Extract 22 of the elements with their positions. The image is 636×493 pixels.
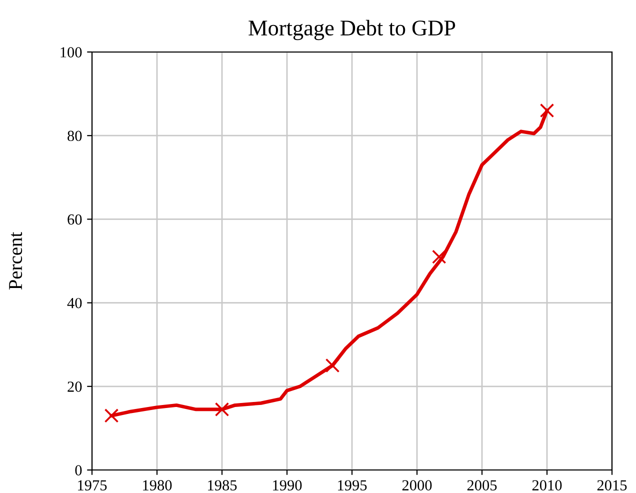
x-tick-label: 1980: [143, 480, 172, 490]
y-tick-label: 0: [75, 465, 82, 476]
x-tick-label: 2010: [532, 480, 562, 490]
x-tick-label: 1995: [338, 480, 367, 490]
y-tick-label: 20: [68, 382, 82, 392]
x-tick-label: 2000: [402, 480, 432, 490]
y-tick-label: 80: [68, 130, 82, 142]
x-tick-label: 2015: [597, 480, 627, 490]
chart-title: Mortgage Debt to GDP: [248, 20, 456, 40]
point: [214, 402, 230, 417]
y-tick-label: 60: [68, 214, 82, 225]
point: [104, 408, 119, 423]
x-tick-label: 1975: [78, 480, 107, 490]
y-axis-title: Percent: [9, 232, 22, 290]
x-tick-label: 2005: [467, 480, 497, 490]
x-tick-label: 1990: [273, 480, 302, 490]
x-tick-label: 1985: [208, 480, 237, 490]
point: [432, 250, 446, 264]
y-tick-label: 100: [60, 47, 82, 58]
point: [325, 358, 340, 373]
point: [540, 103, 554, 118]
y-tick-label: 40: [67, 298, 82, 308]
